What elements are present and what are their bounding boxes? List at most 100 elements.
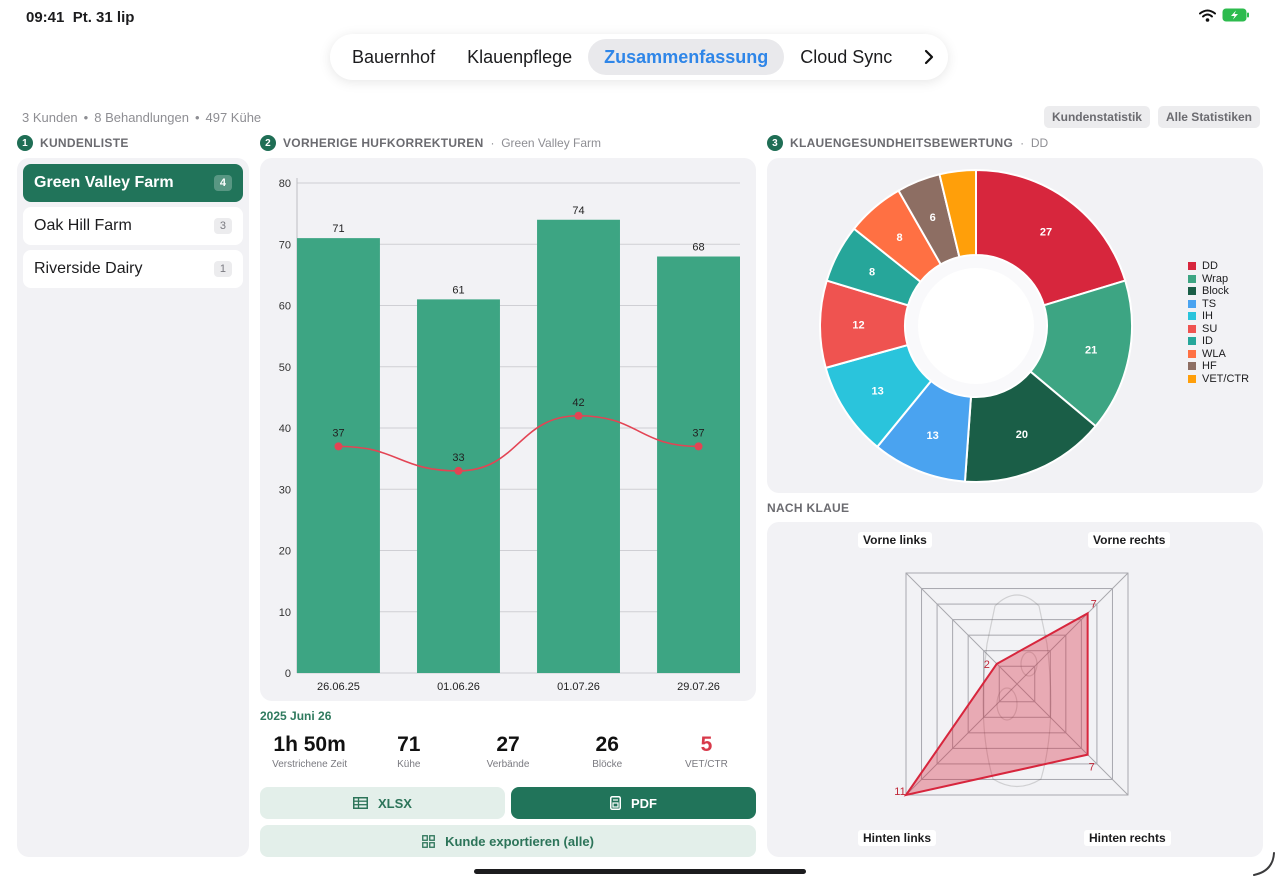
status-bar: 09:41 Pt. 31 lip (0, 0, 1280, 36)
radar-axis (1016, 572, 1129, 685)
y-tick-label: 50 (279, 362, 291, 374)
stat-cows: 71 Kühe (359, 733, 458, 777)
claw-label-front-right: Vorne rechts (1088, 532, 1171, 548)
battery-charging-icon (1222, 8, 1249, 22)
claw-health-header: 3 KLAUENGESUNDHEITSBEWERTUNG · DD (767, 135, 1048, 151)
legend-label: SU (1202, 322, 1218, 335)
donut-slice-label: 12 (852, 320, 864, 332)
export-all-label: Kunde exportieren (alle) (445, 833, 594, 849)
by-claw-radar-chart: 2 7 7 11 (894, 572, 1129, 798)
legend-swatch (1188, 274, 1196, 283)
y-tick-label: 60 (279, 301, 291, 313)
chevron-right-icon (924, 49, 934, 65)
customer-item-oak-hill-farm[interactable]: Oak Hill Farm 3 (23, 207, 243, 245)
cow-outline-icon (982, 594, 1052, 788)
radar-axis (1016, 683, 1129, 796)
stat-value: 5 (700, 733, 713, 756)
legend-item: DD (1188, 260, 1249, 273)
radar-area (903, 611, 1089, 797)
legend-label: ID (1202, 335, 1213, 348)
line-value-label: 37 (332, 427, 344, 439)
grid-icon (422, 834, 435, 848)
legend-item: SU (1188, 323, 1249, 336)
customer-count-badge: 4 (213, 175, 232, 191)
stat-label: Verstrichene Zeit (272, 759, 348, 770)
claw-label-front-left: Vorne links (858, 532, 932, 548)
stat-value: 1h 50m (273, 733, 346, 756)
radar-value-label: 7 (1091, 598, 1097, 610)
all-stats-button[interactable]: Alle Statistiken (1157, 106, 1260, 128)
x-tick-label: 01.06.26 (437, 681, 480, 693)
donut-slice (975, 168, 1127, 307)
wifi-icon (1199, 9, 1216, 22)
legend-item: IH (1188, 310, 1249, 323)
legend-swatch (1188, 299, 1196, 308)
section-subtitle: · Green Valley Farm (490, 136, 602, 150)
legend-swatch (1188, 362, 1196, 371)
claw-health-panel: 27 21 20 13 13 12 8 8 6 (767, 158, 1263, 493)
line-point (454, 466, 463, 475)
tab-bauernhof[interactable]: Bauernhof (352, 46, 436, 67)
export-all-button[interactable]: Kunde exportieren (alle) (260, 825, 756, 857)
home-indicator (474, 869, 806, 874)
by-claw-header: NACH KLAUE (767, 501, 850, 515)
section-title: VORHERIGE HUFKORREKTUREN (283, 136, 484, 150)
summary-line: 3 Kunden • 8 Behandlungen • 497 Kühe (22, 110, 262, 125)
legend-swatch (1188, 349, 1196, 358)
y-tick-label: 10 (279, 607, 291, 619)
section-title: KLAUENGESUNDHEITSBEWERTUNG (790, 136, 1014, 150)
session-stats: 1h 50m Verstrichene Zeit 71 Kühe 27 Verbänd… (260, 733, 756, 777)
document-icon (610, 796, 621, 810)
tab-cloud-sync[interactable]: Cloud Sync (800, 46, 893, 67)
corrections-chart-panel: 0 10 20 30 40 50 60 70 80 71 26.06.25 61 01.06.26 74 0… (260, 158, 756, 701)
customer-name: Riverside Dairy (34, 260, 143, 277)
customer-count-badge: 3 (213, 218, 232, 234)
legend-label: WLA (1202, 347, 1226, 360)
tab-zusammenfassung[interactable]: Zusammenfassung (588, 39, 785, 75)
line-series (338, 414, 699, 472)
legend-label: TS (1202, 297, 1217, 310)
stat-label: VET/CTR (685, 759, 728, 770)
bar (657, 256, 740, 673)
donut-slice-label: 8 (869, 266, 875, 278)
legend-item: Block (1188, 285, 1249, 298)
y-tick-label: 30 (279, 484, 291, 496)
tab-scroll-next-button[interactable] (916, 39, 942, 75)
customer-count: 3 Kunden (22, 110, 78, 125)
customer-name: Oak Hill Farm (34, 217, 132, 234)
section-number: 2 (260, 135, 276, 151)
line-value-label: 37 (692, 427, 704, 439)
legend-label: Wrap (1202, 272, 1229, 285)
export-pdf-button[interactable]: PDF (511, 787, 756, 819)
by-claw-panel: 2 7 7 11 Vorne links Vorne rechts Hinten li… (767, 522, 1263, 857)
donut-slice-label: 13 (872, 385, 884, 397)
radar-value-label: 2 (984, 659, 990, 671)
donut-slice-label: 27 (1040, 227, 1052, 239)
bar-value-label: 71 (332, 223, 344, 235)
section-title: KUNDENLISTE (40, 136, 129, 150)
corrections-bar-chart: 0 10 20 30 40 50 60 70 80 71 26.06.25 61 01.06.26 74 0… (279, 178, 740, 693)
export-xlsx-button[interactable]: XLSX (260, 787, 505, 819)
stat-value: 26 (595, 733, 619, 756)
customer-item-riverside-dairy[interactable]: Riverside Dairy 1 (23, 250, 243, 288)
section-number: 1 (17, 135, 33, 151)
stat-label: Kühe (397, 759, 421, 770)
x-tick-label: 01.07.26 (557, 681, 600, 693)
tab-bar: Bauernhof Klauenpflege Zusammenfassung C… (330, 34, 948, 80)
customer-item-green-valley-farm[interactable]: Green Valley Farm 4 (23, 164, 243, 202)
donut-slice-label: 8 (896, 232, 902, 244)
tab-klauenpflege[interactable]: Klauenpflege (467, 46, 573, 67)
y-tick-label: 40 (279, 423, 291, 435)
legend-swatch (1188, 374, 1196, 383)
top-buttons: Kundenstatistik Alle Statistiken (1043, 106, 1260, 128)
legend-item: ID (1188, 335, 1249, 348)
radar-grid-ring (967, 634, 1067, 734)
line-point (574, 411, 583, 420)
cow-count: 497 Kühe (205, 110, 262, 125)
legend-swatch (1188, 337, 1196, 346)
export-pdf-label: PDF (631, 795, 657, 811)
customer-stats-button[interactable]: Kundenstatistik (1043, 106, 1150, 128)
radar-axis (905, 683, 1018, 796)
stat-value: 71 (397, 733, 421, 756)
legend-label: VET/CTR (1202, 372, 1250, 385)
